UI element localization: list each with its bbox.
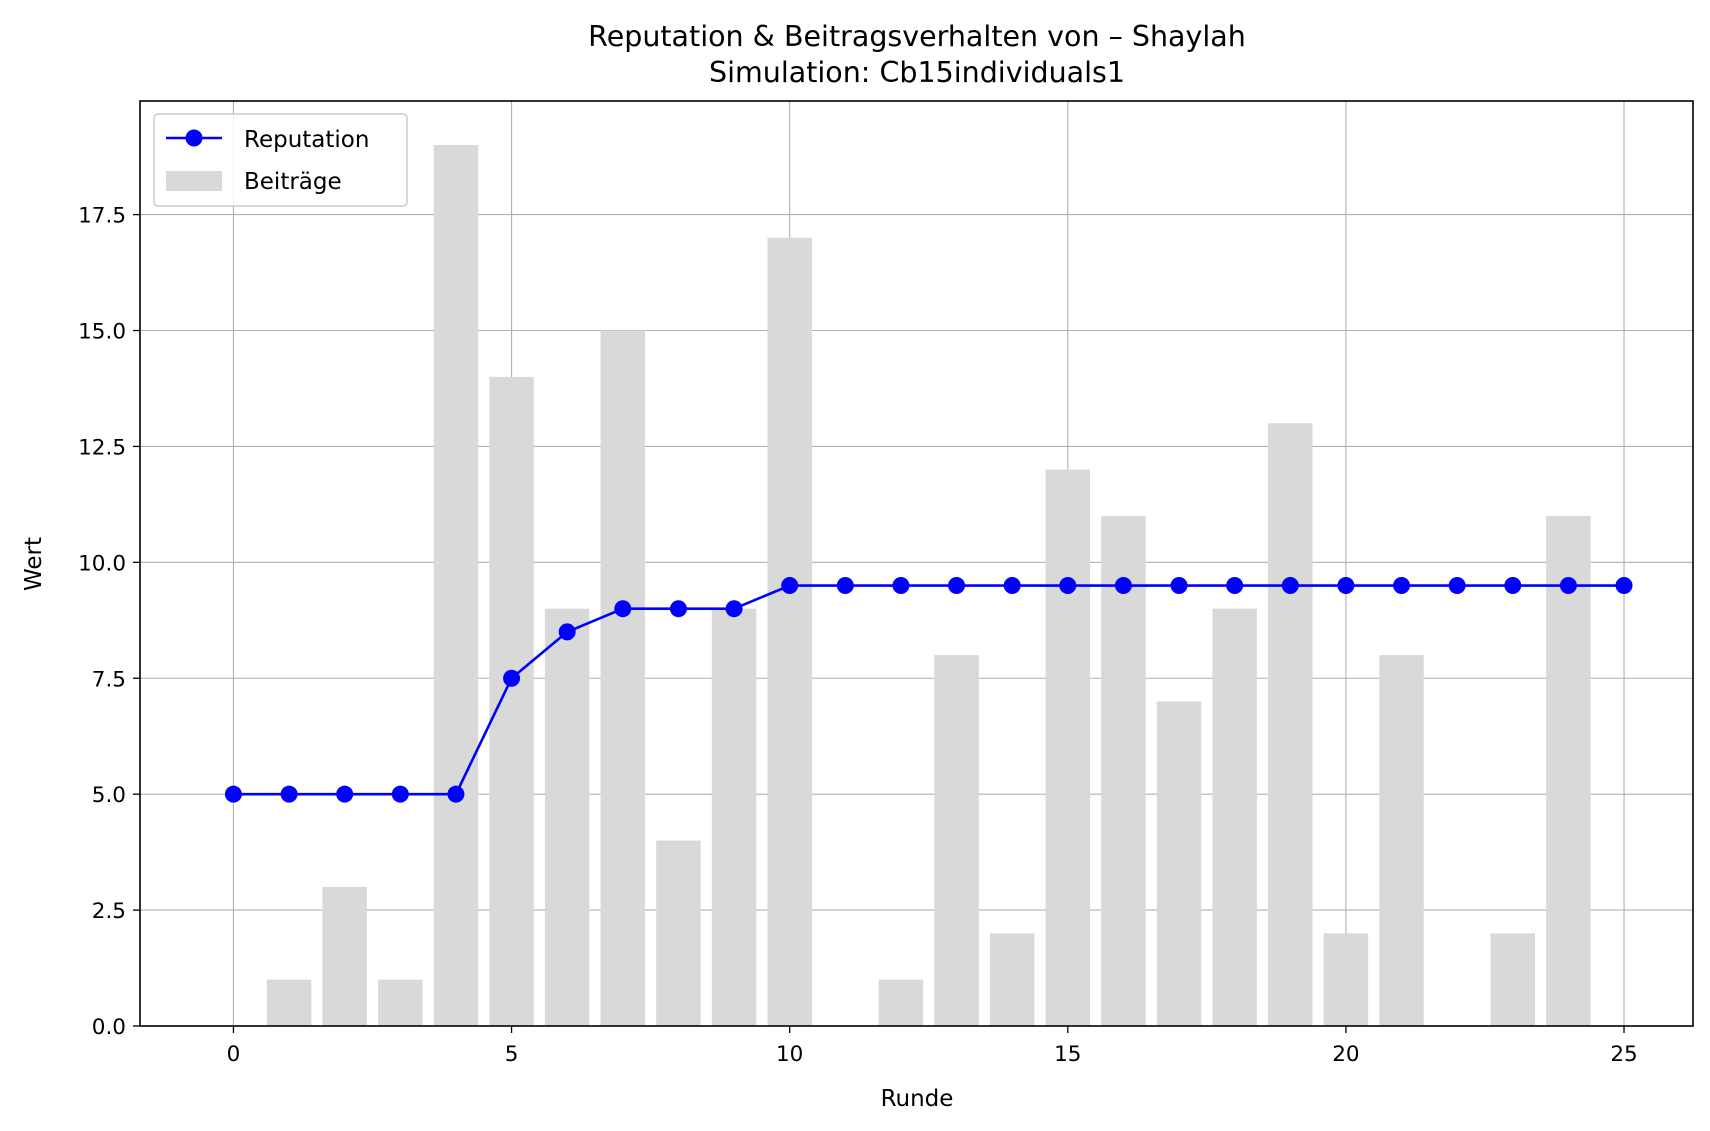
bar [489,376,534,1026]
legend-bar-swatch [166,171,222,191]
bar [1323,933,1369,1026]
bar [1045,469,1091,1026]
bar [544,608,590,1026]
bar [1212,608,1257,1026]
x-axis-label: Runde [881,1086,954,1112]
y-tick-label: 15.0 [78,320,126,345]
x-tick-label: 15 [1054,1042,1081,1067]
y-axis-label: Wert [21,537,47,591]
bar [322,886,367,1026]
bar [266,979,312,1026]
reputation-point [336,785,354,803]
bar [1156,701,1202,1026]
reputation-point [391,785,409,803]
reputation-point [1393,577,1411,595]
reputation-point [1114,577,1132,595]
y-tick-label: 5.0 [92,783,126,808]
reputation-point [1615,577,1633,595]
bar [433,145,479,1027]
y-tick-label: 7.5 [92,667,126,692]
reputation-point [892,577,910,595]
legend: Reputation Beiträge [153,113,408,207]
bar [1490,933,1536,1026]
bar [1268,423,1313,1026]
y-tick-label: 12.5 [78,435,126,460]
bar [934,655,979,1026]
chart-title: Reputation & Beitragsverhalten von – Sha… [588,20,1246,53]
reputation-point [503,669,521,687]
legend-marker-swatch [185,129,203,147]
x-tick-label: 5 [505,1042,519,1067]
reputation-point [1281,577,1299,595]
reputation-point [614,600,632,618]
bar [711,608,757,1026]
bar [378,979,423,1026]
x-tick-label: 25 [1610,1042,1637,1067]
reputation-point [1059,577,1077,595]
x-tick-label: 10 [776,1042,803,1067]
reputation-point [558,623,576,641]
y-tick-label: 10.0 [78,551,126,576]
reputation-point [1226,577,1244,595]
legend-label-reputation: Reputation [244,127,369,153]
bar [1379,655,1424,1026]
x-axis-ticks: 0 5 10 15 20 25 [227,1026,1638,1067]
bar [1101,515,1146,1026]
reputation-point [725,600,743,618]
y-tick-label: 2.5 [92,899,126,924]
chart-subtitle: Simulation: Cb15individuals1 [709,56,1125,89]
reputation-point [1559,577,1577,595]
reputation-point [948,577,966,595]
bar [656,840,701,1026]
line-series [224,577,1633,803]
x-tick-label: 0 [227,1042,241,1067]
bar [878,979,924,1026]
bar [767,237,812,1027]
y-tick-label: 0.0 [92,1015,126,1040]
y-axis-ticks: 0.0 2.5 5.0 7.5 10.0 12.5 15.0 17.5 [78,204,140,1040]
plot-frame [139,100,1694,1027]
bar [1546,515,1591,1026]
reputation-point [1003,577,1021,595]
reputation-point [1448,577,1466,595]
reputation-point [1170,577,1188,595]
reputation-point [1337,577,1355,595]
reputation-point [224,785,242,803]
reputation-line [233,584,1625,796]
reputation-point [836,577,854,595]
bar-series [266,145,1591,1027]
y-tick-label: 17.5 [78,204,126,229]
reputation-point [669,600,687,618]
x-tick-label: 20 [1332,1042,1359,1067]
legend-label-beitraege: Beiträge [244,169,342,195]
reputation-point [447,785,465,803]
bar [989,933,1035,1026]
reputation-point [1504,577,1522,595]
bar [600,330,646,1026]
reputation-point [781,577,799,595]
reputation-point [280,785,298,803]
